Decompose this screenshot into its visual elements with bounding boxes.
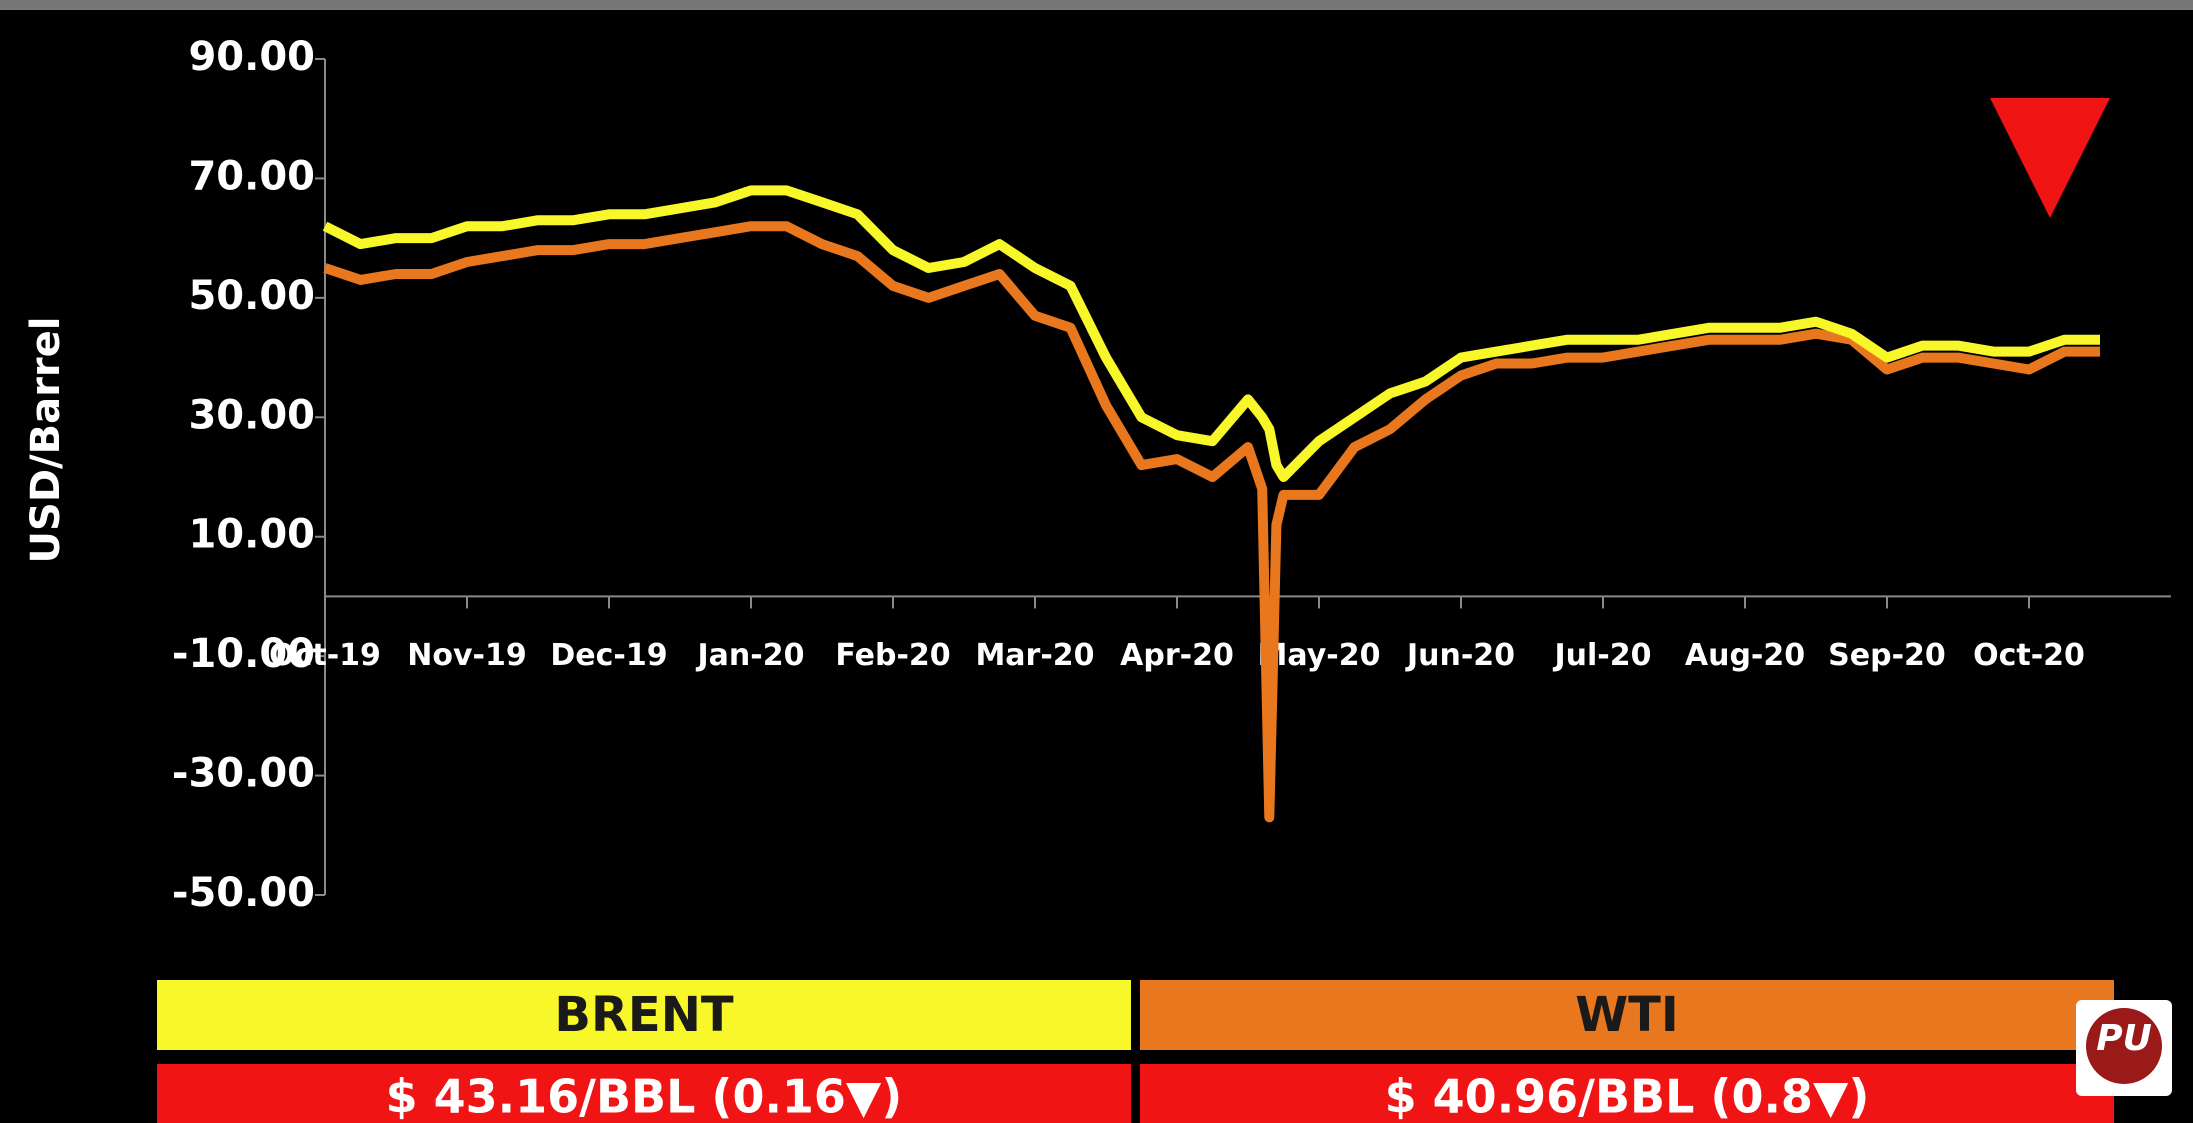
x-tick-label: Feb-20 xyxy=(835,638,950,673)
y-tick-label: -30.00 xyxy=(172,751,315,797)
y-tick-label: 90.00 xyxy=(188,34,315,80)
down-arrow xyxy=(1990,98,2110,218)
y-tick-label: 50.00 xyxy=(188,273,315,319)
legend-label: WTI xyxy=(1575,987,1679,1043)
x-tick-label: Nov-19 xyxy=(407,638,526,673)
logo-circle xyxy=(2086,1008,2162,1084)
plot: 90.00 70.00 50.00 30.00 10.00 -10.00 -30.00 -50… xyxy=(172,34,2171,916)
series-line xyxy=(322,185,2100,482)
x-tick-label: Jun-20 xyxy=(1405,638,1515,673)
y-tick-label: -50.00 xyxy=(172,870,315,916)
legend-swatch xyxy=(157,980,1131,1050)
legend: BRENT $ 43.16/BBL (0.16▼) WTI $ 40.96/BBL (… xyxy=(157,980,2114,1123)
price-label: $ 43.16/BBL (0.16▼) xyxy=(386,1070,903,1123)
top-band xyxy=(0,0,2193,10)
x-tick-label: Jan-20 xyxy=(696,638,805,673)
y-tick-label: 30.00 xyxy=(188,392,315,438)
x-tick-label: Oct-20 xyxy=(1973,638,2085,673)
x-tick-label: Oct-19 xyxy=(269,638,381,673)
y-axis-label: USD/Barrel xyxy=(23,317,69,564)
x-tick-label: Mar-20 xyxy=(975,638,1094,673)
series-line xyxy=(323,221,2100,823)
price-label: $ 40.96/BBL (0.8▼) xyxy=(1385,1070,1870,1123)
y-tick-label: 10.00 xyxy=(188,512,315,558)
y-tick-label: -10.00 xyxy=(172,631,315,677)
x-tick-label: Dec-19 xyxy=(550,638,667,673)
price-box xyxy=(1140,1064,2114,1123)
price-box xyxy=(157,1064,1131,1123)
x-tick-label: Aug-20 xyxy=(1685,638,1805,673)
y-tick-label: 70.00 xyxy=(188,153,315,199)
logo-text: PU xyxy=(2096,1018,2152,1059)
x-tick-label: Jul-20 xyxy=(1552,638,1651,673)
x-tick-label: Apr-20 xyxy=(1120,638,1234,673)
legend-label: BRENT xyxy=(554,987,734,1043)
x-tick-label: Sep-20 xyxy=(1828,638,1946,673)
legend-swatch xyxy=(1140,980,2114,1050)
